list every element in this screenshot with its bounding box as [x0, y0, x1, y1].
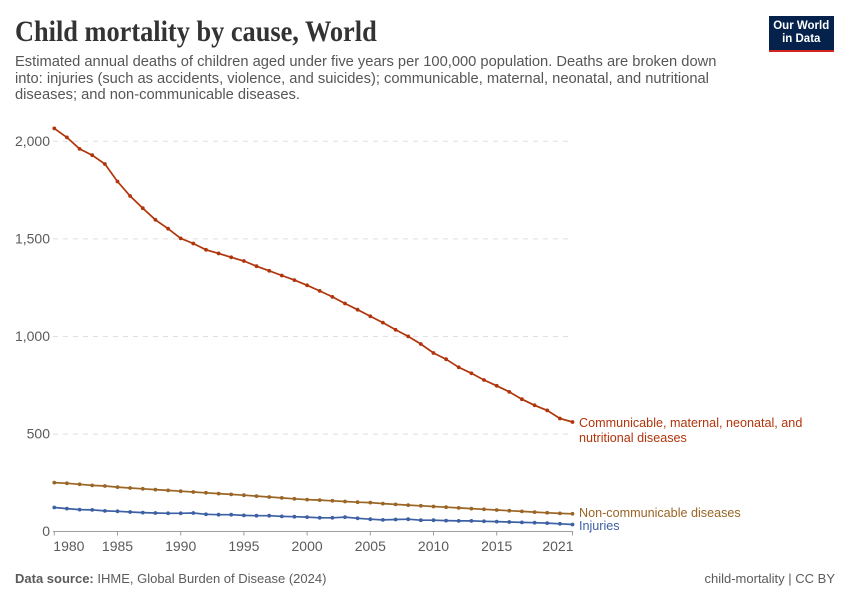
svg-text:1,000: 1,000 [15, 328, 50, 344]
svg-text:1,500: 1,500 [15, 230, 50, 246]
svg-text:1990: 1990 [165, 538, 196, 554]
svg-text:1985: 1985 [102, 538, 133, 554]
svg-text:2015: 2015 [481, 538, 512, 554]
svg-text:2000: 2000 [292, 538, 323, 554]
svg-text:2,000: 2,000 [15, 133, 50, 149]
svg-text:500: 500 [27, 426, 51, 442]
svg-text:1980: 1980 [53, 538, 84, 554]
svg-text:2005: 2005 [355, 538, 386, 554]
svg-text:0: 0 [42, 523, 50, 539]
svg-text:1995: 1995 [228, 538, 259, 554]
svg-text:2010: 2010 [418, 538, 449, 554]
svg-text:2021: 2021 [542, 538, 573, 554]
